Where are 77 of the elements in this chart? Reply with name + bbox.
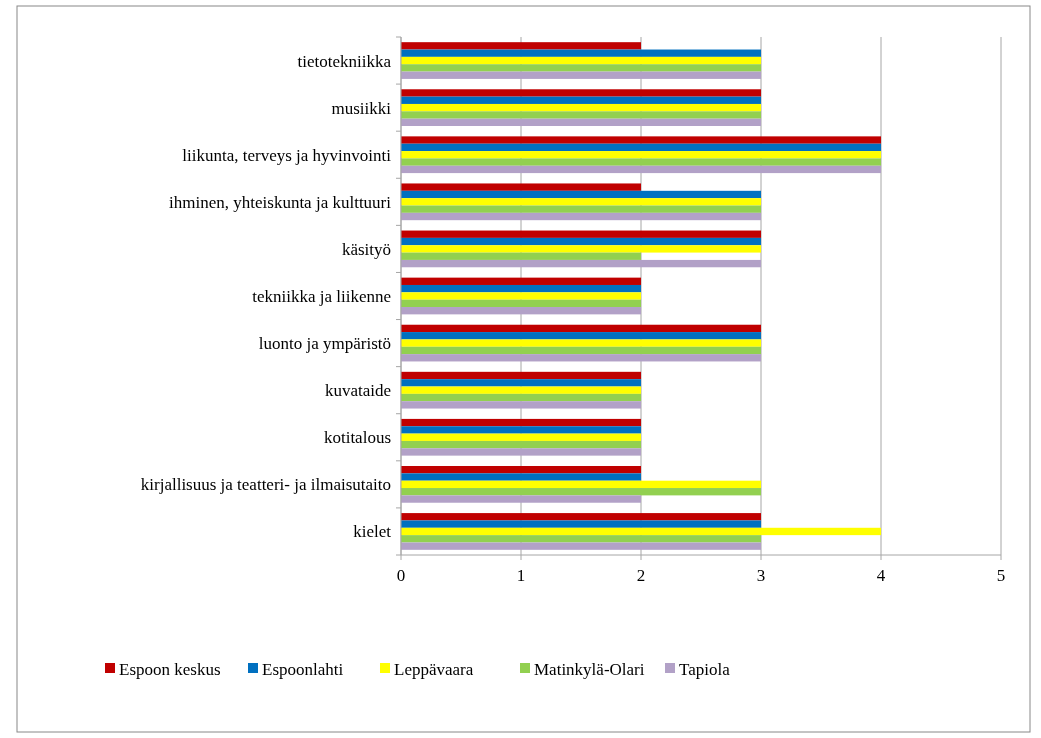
- bar: [401, 136, 881, 144]
- bar: [401, 183, 641, 191]
- bar: [401, 292, 641, 300]
- x-tick-label: 3: [756, 566, 766, 585]
- y-tick-label: kirjallisuus ja teatteri- ja ilmaisutaito: [140, 475, 391, 495]
- legend-label: Matinkylä-Olari: [534, 660, 645, 679]
- bar: [401, 466, 641, 474]
- bar: [401, 324, 761, 333]
- legend-label: Leppävaara: [394, 660, 474, 679]
- bar: [401, 212, 761, 221]
- bar: [401, 354, 761, 362]
- bar: [401, 332, 761, 340]
- bar: [401, 542, 761, 550]
- bar: [401, 346, 761, 355]
- y-tick-label: käsityö: [341, 239, 391, 259]
- bar: [401, 190, 761, 199]
- legend-label: Espoonlahti: [262, 660, 344, 679]
- bar: [401, 535, 761, 543]
- y-tick-label: kielet: [353, 522, 392, 542]
- y-tick-label: musiikki: [331, 98, 392, 118]
- bar: [401, 277, 641, 285]
- x-tick-label: 5: [996, 566, 1006, 585]
- bar: [401, 237, 761, 246]
- bar: [401, 56, 761, 65]
- y-tick-label: luonto ja ympäristö: [258, 334, 391, 354]
- bar: [401, 158, 881, 166]
- bar: [401, 488, 761, 496]
- bar: [401, 371, 641, 380]
- bar: [401, 198, 761, 206]
- bar: [401, 495, 641, 503]
- bar: [401, 448, 641, 456]
- bar: [401, 230, 761, 238]
- bar: [401, 393, 641, 402]
- bar: [401, 339, 761, 347]
- bar: [401, 513, 761, 521]
- bar: [401, 49, 761, 57]
- bar: [401, 386, 641, 394]
- y-tick-label: kotitalous: [323, 428, 391, 448]
- bar: [401, 165, 881, 174]
- bar: [401, 440, 641, 449]
- bar: [401, 520, 761, 528]
- bar: [401, 64, 761, 72]
- y-tick-label: ihminen, yhteiskunta ja kulttuuri: [169, 192, 392, 212]
- bar: [401, 473, 641, 481]
- bar: [401, 379, 641, 387]
- x-tick-label: 1: [516, 566, 526, 585]
- y-tick-label: tekniikka ja liikenne: [252, 287, 391, 306]
- bar: [401, 433, 641, 441]
- y-tick-label: liikunta, terveys ja hyvinvointi: [182, 145, 392, 165]
- bar: [401, 307, 641, 315]
- bar: [401, 111, 761, 119]
- bar: [401, 252, 641, 260]
- bar: [401, 89, 761, 97]
- x-tick-label: 2: [636, 566, 646, 585]
- y-tick-label: tietotekniikka: [297, 51, 392, 71]
- bar: [401, 96, 761, 104]
- bar: [401, 480, 761, 489]
- bar: [401, 401, 641, 409]
- bar: [401, 103, 761, 112]
- legend-label: Espoon keskus: [119, 660, 221, 679]
- bar: [401, 527, 881, 536]
- bar: [401, 42, 641, 50]
- bar: [401, 426, 641, 434]
- bar: [401, 284, 641, 293]
- bar: [401, 71, 761, 79]
- bar: [401, 299, 641, 308]
- bar: [401, 245, 761, 253]
- bar: [401, 151, 881, 159]
- bar: [401, 205, 761, 213]
- bar: [401, 418, 641, 427]
- x-tick-label: 4: [876, 566, 886, 585]
- x-tick-label: 0: [396, 566, 406, 585]
- legend-label: Tapiola: [679, 660, 731, 679]
- bar: [401, 118, 761, 126]
- y-tick-label: kuvataide: [324, 381, 391, 401]
- bar: [401, 259, 761, 268]
- bar: [401, 143, 881, 152]
